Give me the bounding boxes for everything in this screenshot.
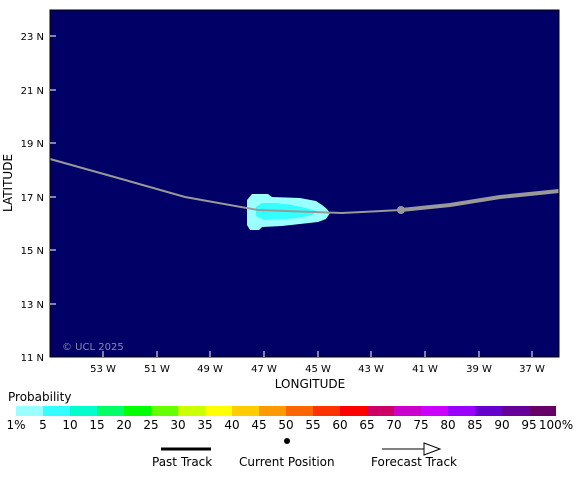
lon-tick: 51 W <box>144 351 170 375</box>
watermark: © UCL 2025 <box>62 342 124 353</box>
legend-label: 60 <box>332 418 348 432</box>
lat-tick-label: 13 N <box>21 300 44 311</box>
lon-tick-label: 41 W <box>412 364 438 375</box>
lat-tick-label: 11 N <box>21 353 44 364</box>
lon-tick-label: 45 W <box>305 364 331 375</box>
legend-color-cell <box>178 406 205 416</box>
lat-tick: 13 N <box>21 300 56 311</box>
current-position-label: Current Position <box>239 455 335 469</box>
current-position-symbol <box>284 438 290 444</box>
legend-color-cell <box>70 406 97 416</box>
legend-color-cell <box>367 406 394 416</box>
legend-color-cell <box>16 406 43 416</box>
probability-scale-labels: 1% 5 10 15 20 25 30 35 40 45 50 55 60 65 70 75 80 85 90 95 1… <box>0 418 580 432</box>
legend-color-cell <box>286 406 313 416</box>
lat-tick: 21 N <box>21 86 56 97</box>
legend-label: 35 <box>197 418 213 432</box>
legend-label: 75 <box>413 418 429 432</box>
legend-label: 50 <box>278 418 294 432</box>
lat-tick-label: 23 N <box>21 32 44 43</box>
legend-color-cell <box>124 406 151 416</box>
legend-color-cell <box>394 406 421 416</box>
legend-label: 15 <box>89 418 105 432</box>
legend-color-cell <box>313 406 340 416</box>
lon-tick: 37 W <box>519 351 545 375</box>
legend-color-cell <box>97 406 124 416</box>
lat-tick-label: 21 N <box>21 86 44 97</box>
lat-tick: 19 N <box>21 139 56 150</box>
lat-tick: 17 N <box>21 193 56 204</box>
lon-tick-label: 49 W <box>197 364 223 375</box>
legend-label: 10 <box>62 418 78 432</box>
forecast-track-line <box>400 189 560 212</box>
lon-tick-label: 43 W <box>358 364 384 375</box>
legend-label: 55 <box>305 418 321 432</box>
lon-tick: 41 W <box>412 351 438 375</box>
legend-label: 80 <box>440 418 456 432</box>
lon-tick: 39 W <box>466 351 492 375</box>
forecast-track-symbol <box>382 442 442 456</box>
latitude-axis: 23 N 21 N 19 N 17 N 15 N 13 N 11 N <box>21 32 56 364</box>
current-position-marker <box>397 206 405 214</box>
legend-label: 1% <box>6 418 26 432</box>
legend-color-cell <box>340 406 367 416</box>
lon-tick: 45 W <box>305 351 331 375</box>
legend-label: 40 <box>224 418 240 432</box>
legend-label: 85 <box>467 418 483 432</box>
lon-tick-label: 39 W <box>466 364 492 375</box>
legend-label: 95 <box>521 418 537 432</box>
y-axis-label: LATITUDE <box>1 154 15 212</box>
legend-label: 70 <box>386 418 402 432</box>
legend-label: 20 <box>116 418 132 432</box>
lon-tick-label: 47 W <box>251 364 277 375</box>
lat-tick: 15 N <box>21 246 56 257</box>
legend-color-cell <box>421 406 448 416</box>
longitude-axis: 53 W 51 W 49 W 47 W 45 W 43 W 41 W 39 W <box>90 351 545 375</box>
legend-color-cell <box>43 406 70 416</box>
legend-color-cell <box>475 406 502 416</box>
lat-tick-label: 15 N <box>21 246 44 257</box>
past-track-label: Past Track <box>152 455 213 469</box>
legend-color-cell <box>448 406 475 416</box>
legend-label: 100% <box>538 418 574 432</box>
legend-color-cell <box>259 406 286 416</box>
forecast-track-label: Forecast Track <box>371 455 457 469</box>
plot-frame <box>49 9 560 358</box>
legend-title: Probability <box>8 390 72 404</box>
x-axis-label: LONGITUDE <box>275 377 345 391</box>
legend-label: 90 <box>494 418 510 432</box>
lon-tick-label: 51 W <box>144 364 170 375</box>
lat-tick: 23 N <box>21 32 56 43</box>
legend-label: 65 <box>359 418 375 432</box>
legend-color-cell <box>232 406 259 416</box>
legend-color-cell <box>205 406 232 416</box>
legend-label: 30 <box>170 418 186 432</box>
legend-label: 25 <box>143 418 159 432</box>
legend-color-cell <box>502 406 529 416</box>
legend-label: 45 <box>251 418 267 432</box>
lon-tick: 53 W <box>90 351 116 375</box>
ocean-area <box>50 10 559 357</box>
lon-tick-label: 37 W <box>519 364 545 375</box>
lat-tick-label: 17 N <box>21 193 44 204</box>
legend-label: 5 <box>39 418 47 432</box>
legend-color-cell <box>151 406 178 416</box>
lat-tick: 11 N <box>21 353 44 364</box>
past-track-line <box>49 158 402 215</box>
lon-tick: 47 W <box>251 351 277 375</box>
legend-color-cell <box>529 406 556 416</box>
lon-tick: 49 W <box>197 351 223 375</box>
lon-tick-label: 53 W <box>90 364 116 375</box>
probability-color-scale <box>16 406 556 416</box>
lon-tick: 43 W <box>358 351 384 375</box>
storm-track <box>49 158 560 215</box>
lat-tick-label: 19 N <box>21 139 44 150</box>
